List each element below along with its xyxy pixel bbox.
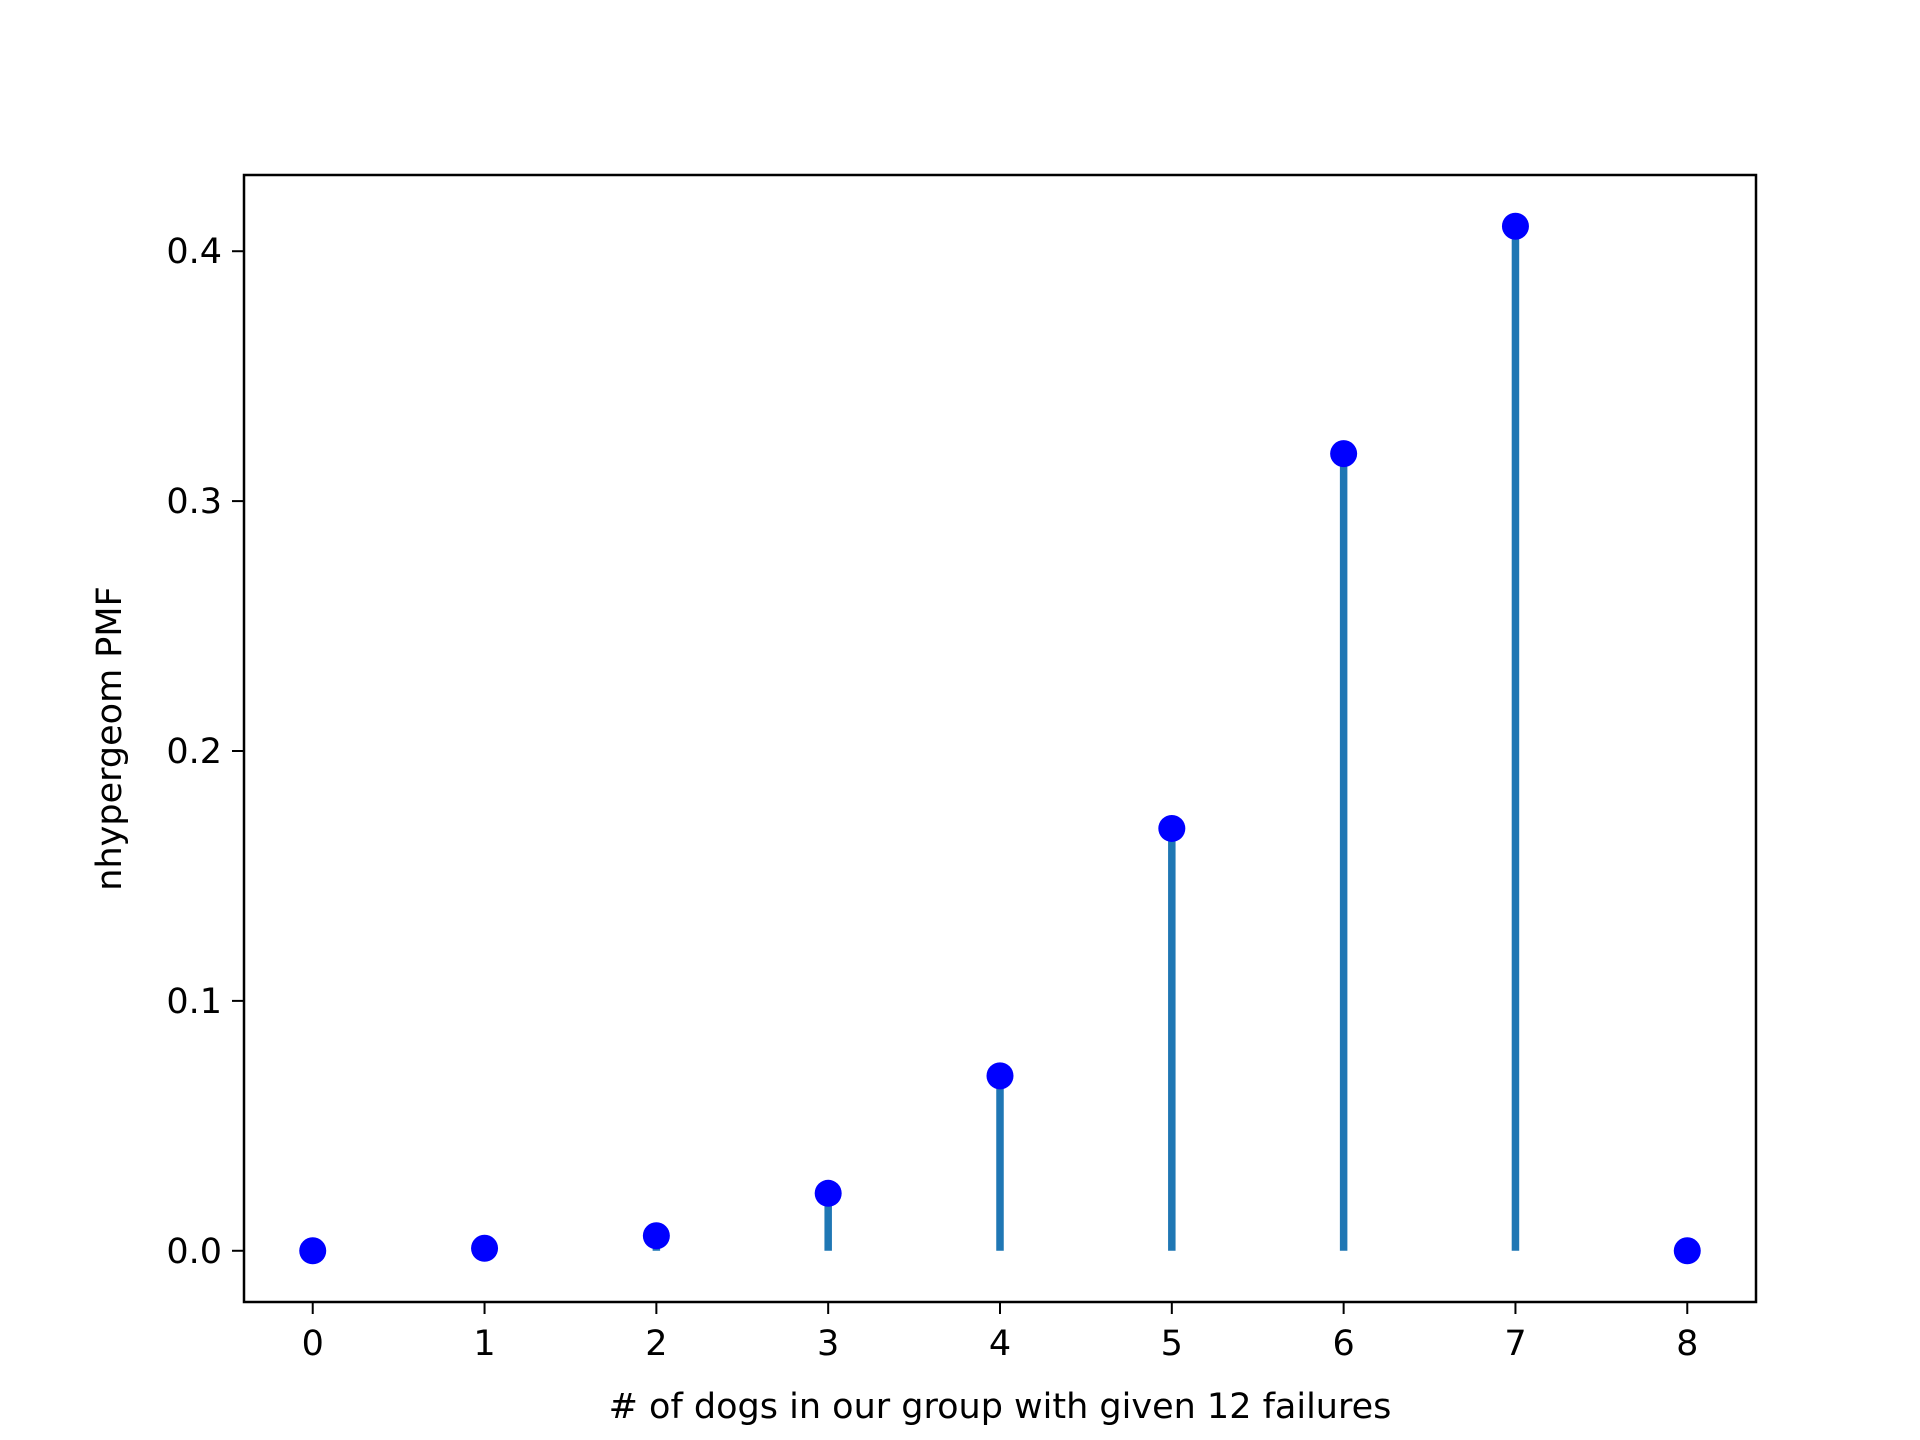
stem-marker-4	[986, 1062, 1014, 1090]
y-tick-label-0: 0.0	[166, 1232, 222, 1272]
stem-marker-7	[1501, 212, 1529, 240]
stem-marker-3	[814, 1179, 842, 1207]
x-tick-label-5: 5	[1161, 1324, 1183, 1364]
stem-lines	[480, 226, 1520, 1251]
x-tick-label-3: 3	[817, 1324, 839, 1364]
x-tick-label-6: 6	[1332, 1324, 1354, 1364]
x-axis-label: # of dogs in our group with given 12 fai…	[609, 1387, 1392, 1427]
x-axis-ticks: 0 1 2 3 4 5 6 7 8	[302, 1302, 1698, 1364]
y-axis-ticks: 0.0 0.1 0.2 0.3 0.4	[166, 232, 244, 1272]
x-tick-label-0: 0	[302, 1324, 324, 1364]
x-tick-label-2: 2	[645, 1324, 667, 1364]
x-tick-label-4: 4	[989, 1324, 1011, 1364]
stem-marker-8	[1673, 1237, 1701, 1265]
stem-marker-1	[471, 1234, 499, 1262]
y-tick-label-2: 0.2	[166, 732, 222, 772]
x-tick-label-1: 1	[473, 1324, 495, 1364]
stem-marker-5	[1158, 814, 1186, 842]
stem-marker-0	[299, 1237, 327, 1265]
x-tick-label-8: 8	[1676, 1324, 1698, 1364]
y-axis-label: nhypergeom PMF	[90, 586, 130, 890]
y-tick-label-4: 0.4	[166, 232, 222, 272]
y-tick-label-3: 0.3	[166, 482, 222, 522]
stem-markers	[299, 212, 1701, 1265]
stem-marker-2	[642, 1222, 670, 1250]
x-tick-label-7: 7	[1504, 1324, 1526, 1364]
y-tick-label-1: 0.1	[166, 982, 222, 1022]
stem-marker-6	[1330, 440, 1358, 468]
